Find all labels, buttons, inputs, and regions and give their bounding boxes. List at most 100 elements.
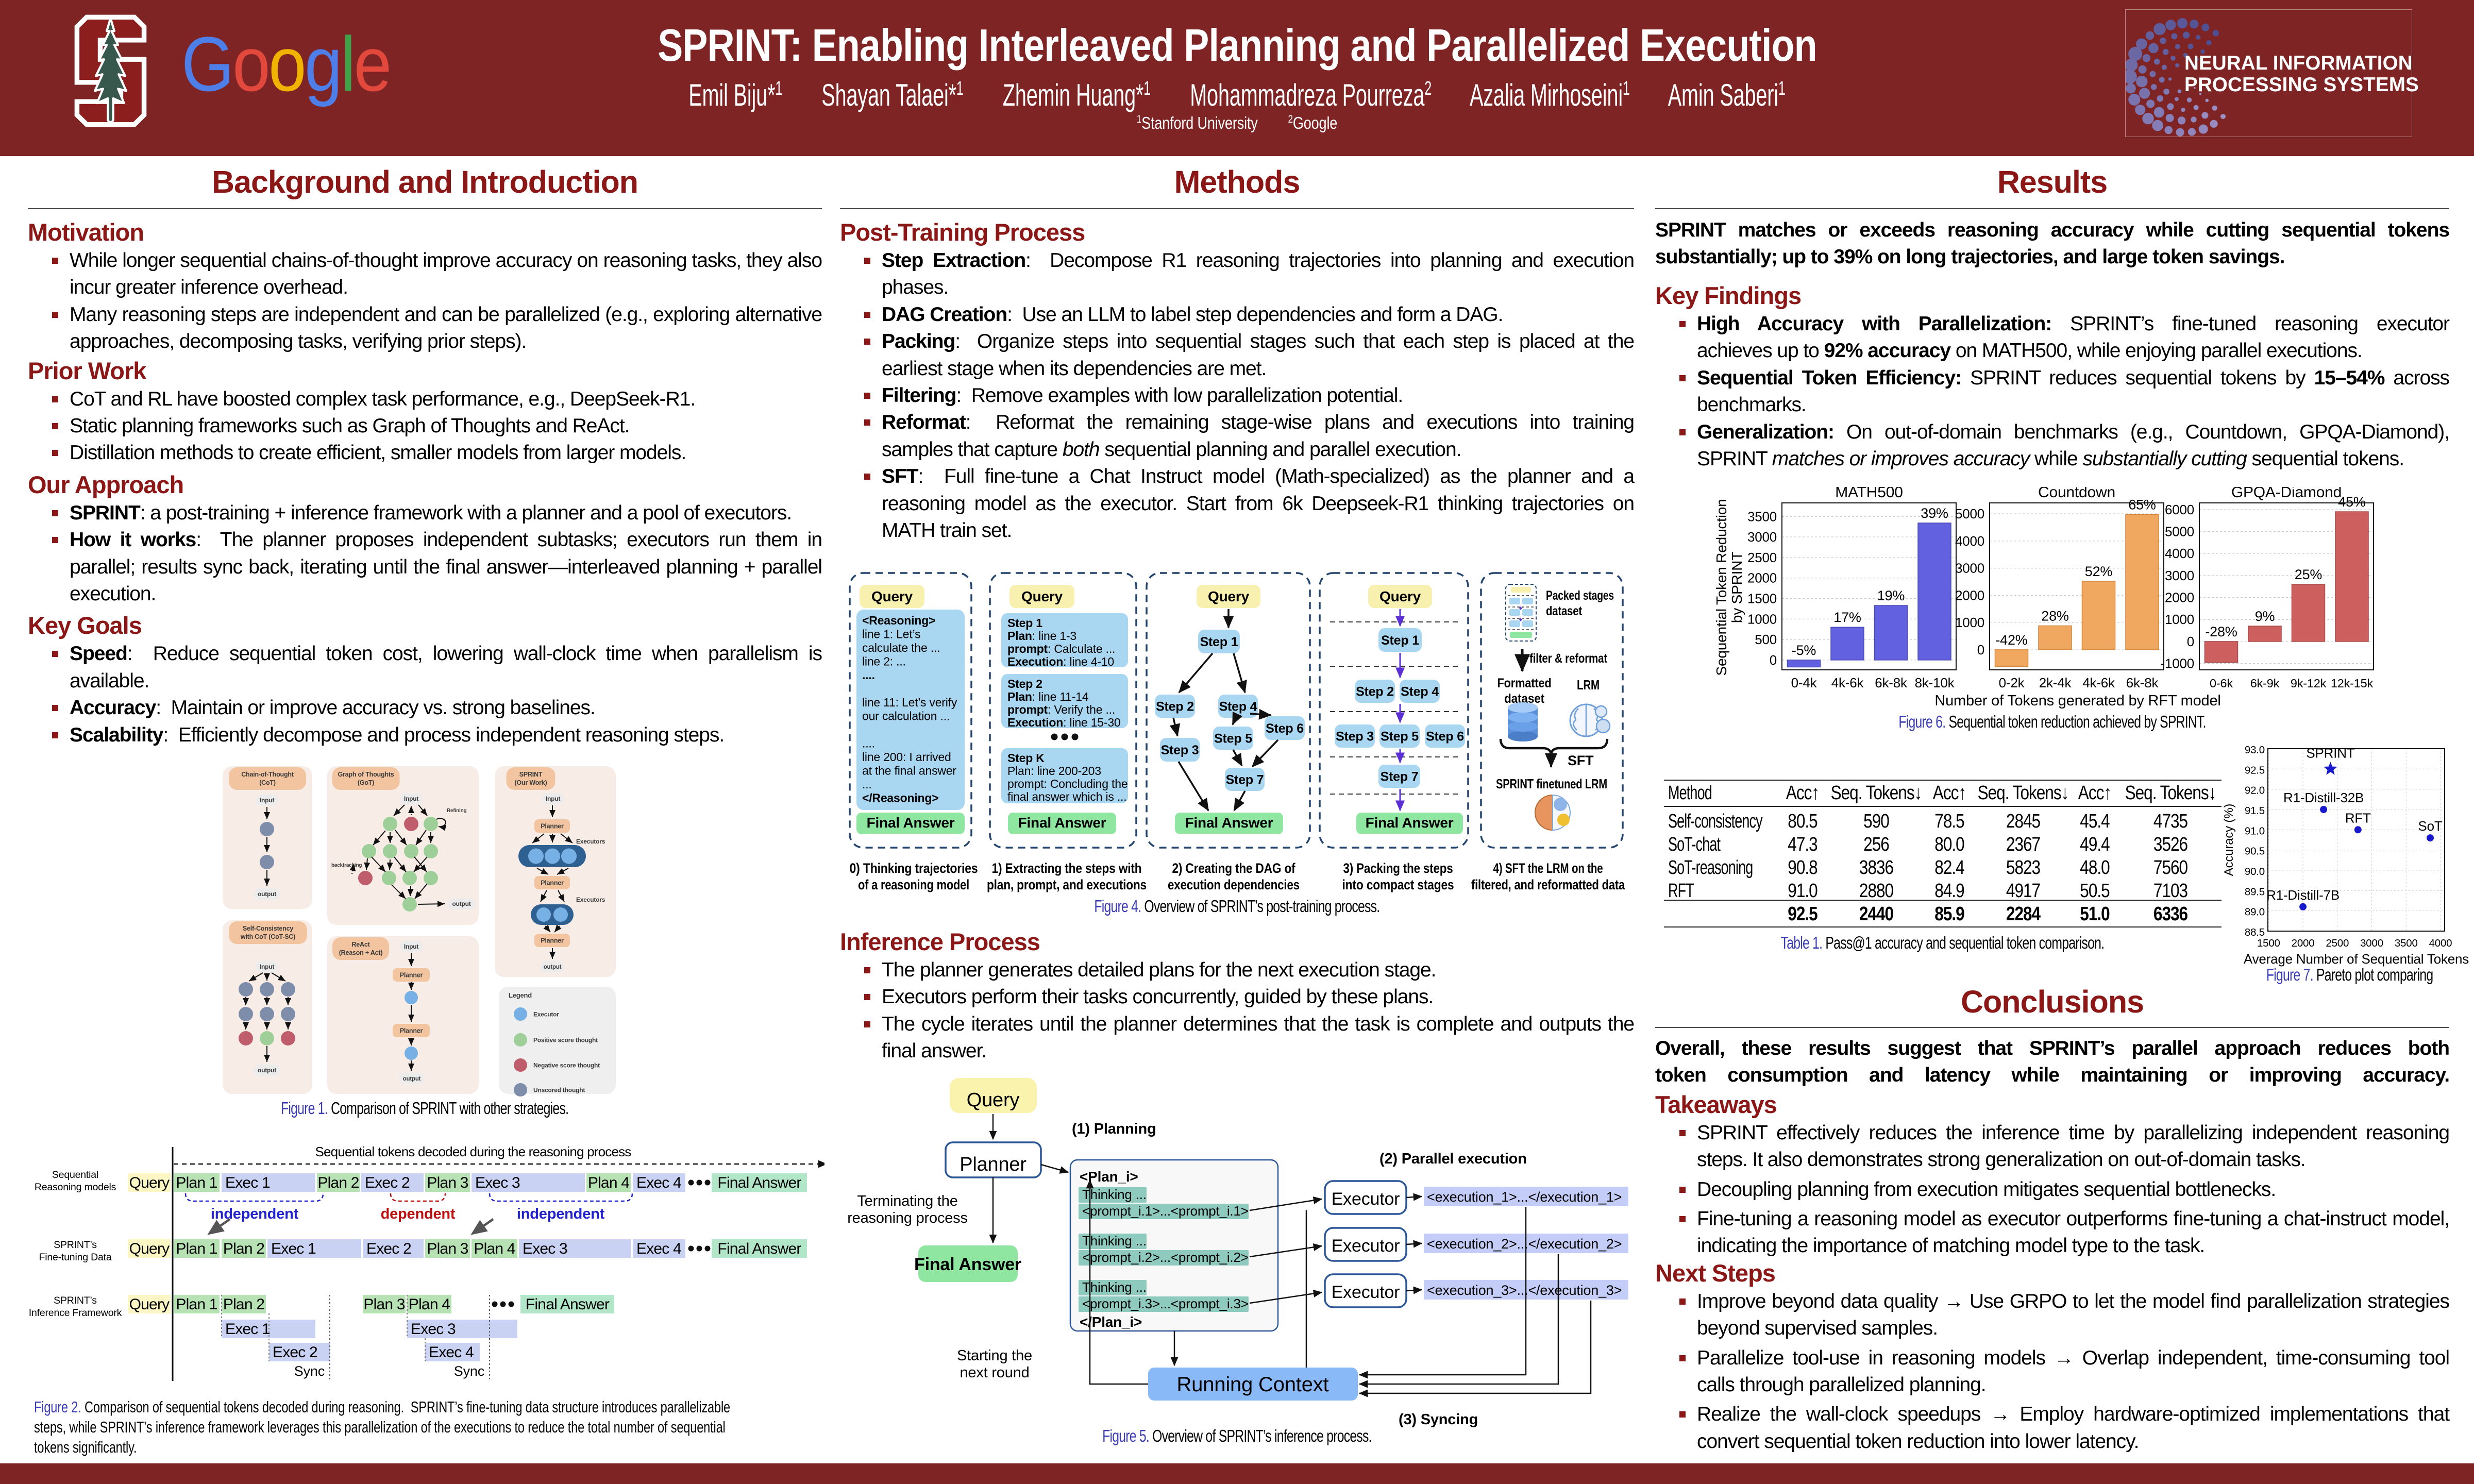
svg-text:<execution_1>...</execution_1>: <execution_1>...</execution_1>: [1427, 1189, 1622, 1205]
svg-text:Exec 1: Exec 1: [225, 1321, 270, 1338]
svg-text:Input: Input: [260, 797, 275, 804]
svg-text:(GoT): (GoT): [358, 779, 374, 786]
svg-text:Final Answer: Final Answer: [914, 1255, 1021, 1274]
svg-text:<Reasoning>: <Reasoning>: [862, 614, 935, 627]
svg-text:Step 1: Step 1: [1381, 633, 1419, 648]
svg-text:Step 5: Step 5: [1214, 732, 1252, 746]
svg-text:Plan 1: Plan 1: [176, 1296, 217, 1313]
svg-text:-5%: -5%: [1792, 643, 1816, 658]
svg-text:prompt: Calculate ...: prompt: Calculate ...: [1007, 642, 1115, 655]
svg-text:Plan 2: Plan 2: [317, 1174, 359, 1191]
svg-text:92.5: 92.5: [2245, 764, 2265, 776]
svg-text:91.5: 91.5: [2245, 805, 2265, 817]
svg-text:(2) Parallel execution: (2) Parallel execution: [1379, 1151, 1527, 1167]
svg-text:plan, prompt, and executions: plan, prompt, and executions: [987, 877, 1147, 892]
svg-text:Exec 1: Exec 1: [225, 1174, 270, 1191]
svg-text:dependent: dependent: [381, 1206, 456, 1222]
svg-text:Step 2: Step 2: [1356, 685, 1394, 699]
svg-text:0) Thinking trajectories: 0) Thinking trajectories: [850, 861, 978, 876]
svg-text:SPRINT: SPRINT: [519, 771, 543, 778]
svg-text:Negative score thought: Negative score thought: [533, 1062, 600, 1069]
svg-text:3000: 3000: [2360, 937, 2383, 949]
svg-text:Countdown: Countdown: [2038, 487, 2115, 501]
svg-text:9k-12k: 9k-12k: [2291, 677, 2327, 690]
svg-text:5000: 5000: [1955, 506, 1984, 521]
svg-text:2) Creating the DAG of: 2) Creating the DAG of: [1172, 861, 1296, 876]
svg-text:Planner: Planner: [541, 822, 564, 830]
svg-text:...: ...: [862, 778, 872, 791]
svg-text:2000: 2000: [2165, 590, 2194, 605]
svg-text:2000: 2000: [2292, 937, 2315, 949]
svg-text:output: output: [544, 964, 562, 970]
svg-text:Sequential tokens decoded duri: Sequential tokens decoded during the rea…: [315, 1144, 631, 1159]
svg-text:</Plan_i>: </Plan_i>: [1080, 1314, 1142, 1330]
svg-text:at the final answer: at the final answer: [862, 764, 956, 778]
svg-text:Final Answer: Final Answer: [1185, 815, 1273, 831]
svg-text:Execution: line 15-30: Execution: line 15-30: [1007, 716, 1121, 729]
svg-text:Plan 1: Plan 1: [176, 1174, 217, 1191]
svg-text:Packed stages: Packed stages: [1546, 588, 1614, 603]
svg-text:28%: 28%: [2041, 609, 2069, 624]
svg-text:2k-4k: 2k-4k: [2039, 675, 2072, 690]
svg-text:SoT: SoT: [2418, 818, 2442, 834]
svg-text:88.5: 88.5: [2245, 926, 2265, 938]
svg-text:output: output: [258, 1067, 276, 1074]
svg-text:90.5: 90.5: [2245, 846, 2265, 857]
svg-text:0: 0: [1770, 652, 1777, 668]
svg-text:Input: Input: [404, 943, 419, 950]
svg-text:Plan 4: Plan 4: [474, 1240, 515, 1257]
svg-text:Sync: Sync: [454, 1363, 484, 1379]
svg-text:prompt: Concluding the: prompt: Concluding the: [1007, 777, 1127, 790]
svg-text:0-6k: 0-6k: [2210, 677, 2233, 690]
svg-text:Accuracy (%): Accuracy (%): [2224, 804, 2236, 876]
svg-text:Self-Consistency: Self-Consistency: [243, 925, 293, 932]
svg-text:Thinking ...: Thinking ...: [1082, 1233, 1147, 1249]
svg-text:our calculation ...: our calculation ...: [862, 710, 950, 723]
svg-text:SPRINT: SPRINT: [2306, 745, 2354, 761]
svg-text:4000: 4000: [2429, 937, 2452, 949]
svg-text:next round: next round: [960, 1364, 1029, 1381]
svg-text:Fine-tuning Data: Fine-tuning Data: [39, 1252, 112, 1263]
svg-text:2500: 2500: [2326, 937, 2349, 949]
svg-text:Running Context: Running Context: [1177, 1373, 1329, 1396]
svg-text:line 1: Let’s: line 1: Let’s: [862, 628, 920, 641]
svg-text:(Our Work): (Our Work): [514, 779, 547, 786]
svg-text:Exec 2: Exec 2: [273, 1344, 317, 1361]
svg-text:<prompt_i.1>...<prompt_i.1>: <prompt_i.1>...<prompt_i.1>: [1082, 1203, 1249, 1219]
svg-text:Query: Query: [129, 1174, 170, 1191]
svg-text:LRM: LRM: [1577, 677, 1600, 693]
svg-text:R1-Distill-7B: R1-Distill-7B: [2266, 887, 2340, 903]
svg-text:Plan 2: Plan 2: [223, 1296, 264, 1313]
svg-text:25%: 25%: [2295, 567, 2322, 582]
svg-text:Positive score thought: Positive score thought: [533, 1037, 598, 1044]
svg-text:Step 6: Step 6: [1266, 721, 1304, 736]
svg-text:Plan: line 200-203: Plan: line 200-203: [1007, 764, 1101, 778]
svg-text:Planner: Planner: [541, 937, 564, 944]
svg-text:Plan 4: Plan 4: [588, 1174, 629, 1191]
svg-text:Query: Query: [129, 1240, 170, 1257]
svg-text:SFT: SFT: [1568, 753, 1594, 768]
svg-text:-42%: -42%: [1995, 632, 2027, 648]
svg-text:4k-6k: 4k-6k: [2082, 675, 2115, 690]
svg-text:output: output: [258, 890, 276, 898]
svg-text:Exec 4: Exec 4: [636, 1240, 681, 1257]
svg-text:Executors: Executors: [576, 838, 605, 845]
svg-text:8k-10k: 8k-10k: [1915, 675, 1955, 690]
svg-text:dataset: dataset: [1546, 604, 1583, 618]
svg-text:Query: Query: [129, 1296, 170, 1313]
svg-text:Sequential Token Reduction: Sequential Token Reduction: [1716, 499, 1729, 676]
svg-text:Plan 3: Plan 3: [363, 1296, 405, 1313]
svg-text:Input: Input: [404, 795, 419, 802]
svg-text:Plan 3: Plan 3: [427, 1240, 468, 1257]
svg-text:Query: Query: [871, 588, 913, 604]
svg-text:Query: Query: [967, 1089, 1020, 1111]
svg-text:Exec 3: Exec 3: [475, 1174, 520, 1191]
svg-text:<prompt_i.3>...<prompt_i.3>: <prompt_i.3>...<prompt_i.3>: [1082, 1296, 1249, 1311]
svg-text:6k-9k: 6k-9k: [2250, 677, 2280, 690]
svg-text:Refining: Refining: [447, 808, 466, 814]
svg-text:Thinking ...: Thinking ...: [1082, 1187, 1147, 1202]
svg-text:1000: 1000: [2165, 612, 2194, 627]
svg-text:<execution_3>...</execution_3>: <execution_3>...</execution_3>: [1427, 1283, 1622, 1298]
svg-text:filter & reformat: filter & reformat: [1529, 651, 1608, 666]
svg-text:Query: Query: [1379, 588, 1421, 604]
